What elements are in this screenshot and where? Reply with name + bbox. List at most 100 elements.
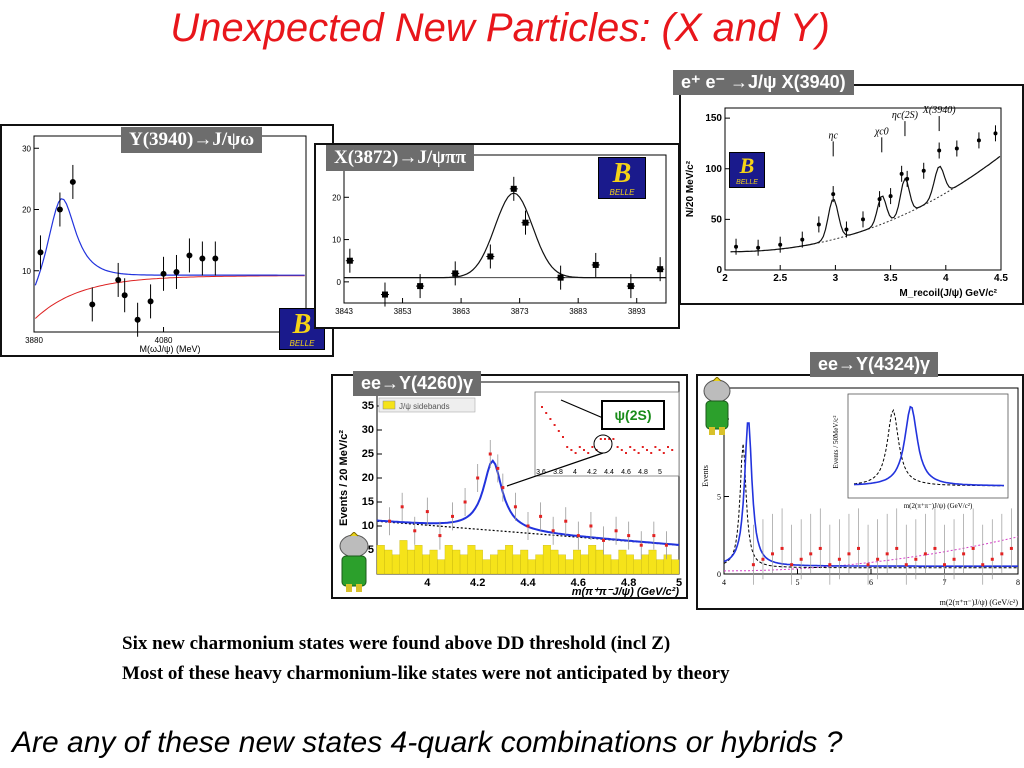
y-axis-label: N/20 MeV/c² [685,160,696,217]
inset-data-point [541,406,543,408]
data-point [199,255,206,262]
inset-tick-label: 3.6 [536,469,546,476]
data-point [602,538,605,542]
sideband-bar [505,545,514,575]
data-point [37,249,44,256]
x-tick-label: 4080 [155,336,173,345]
y-tick-label: 20 [22,206,31,215]
x-axis-label: M_recoil(J/ψ) GeV/c² [899,288,997,299]
y-tick-label: 0 [716,265,722,276]
data-point [539,514,543,518]
sideband-bar [558,554,566,575]
data-point [888,194,893,199]
data-point [614,529,618,533]
data-point [160,270,167,277]
data-point [134,316,141,323]
plot-frame [343,154,667,304]
inset-data-point [570,449,573,451]
inset-data-point [629,446,632,448]
sideband-bar [429,549,438,575]
y-tick-label: 35 [362,400,374,412]
sideband-bar [625,554,634,575]
data-point [790,563,794,567]
plot-frame [33,135,307,333]
callout-arrow [506,452,604,487]
data-point [1009,546,1013,550]
data-point [592,261,599,268]
data-point [147,298,154,305]
y-tick-label: 30 [22,144,31,153]
y-tick-label: 30 [362,424,374,436]
sideband-bar [474,549,483,575]
inset-data-point [658,449,661,451]
data-point [576,534,580,538]
data-point [657,266,664,273]
x-tick-label: 3 [833,273,839,284]
belle-logo: B BELLE [279,308,325,350]
data-point [388,519,392,523]
sideband-bar [520,549,529,575]
callout-arrow [560,399,604,419]
x-axis-label: m(2(π⁺π⁻)J/ψ) (GeV/c²) [940,598,1019,607]
y3940-panel: 388040804280102030M(ωJ/ψ) (MeV) B BELLE [0,124,334,357]
sideband-bar [573,549,582,575]
data-point [425,510,429,514]
data-point [664,543,668,547]
sideband-bar [399,540,408,575]
sideband-bar [633,559,642,575]
sideband-bar [610,559,619,575]
x-tick-label: 4.4 [520,577,536,589]
x3940-chart: 2 2.5 3 3.5 4 4.5 0 50 100 150 N/20 MeV/c² M_recoil… [685,105,1008,299]
x-tick-label: 3883 [569,307,587,316]
signal-fit-line [34,198,305,286]
y-tick-label: 15 [362,496,374,508]
psi2s-callout: ψ(2S) [601,400,665,430]
x3872-label: X(3872)→J/ψππ [326,145,475,171]
data-point [381,291,388,298]
data-point [639,543,643,547]
inset-tick-label: 4 [573,469,577,476]
sideband-bar [603,554,612,575]
data-point [1000,552,1004,556]
data-point [652,534,656,538]
data-point [877,197,882,202]
x3940-label: e⁺ e⁻ →J/ψ X(3940) [673,70,854,95]
data-point [954,146,959,151]
x-tick-label: 3863 [452,307,470,316]
inset-tick-label: 4.2 [587,469,597,476]
sideband-bar [391,554,400,575]
data-point [589,524,593,528]
sideband-bar [648,549,657,575]
inset-data-point [604,438,606,440]
y-tick-label: 10 [22,267,31,276]
x-axis-label: M(ωJ/ψ) (MeV) [140,344,201,354]
inset-tick-label: 5 [658,469,662,476]
x3872-panel: 3843 3853 3863 3873 3883 3893 0 10 20 B BELLE [314,143,680,329]
y-axis-label: Events [701,465,710,487]
data-point [557,274,564,281]
x-tick-label: 4.5 [994,273,1008,284]
data-point [952,557,956,561]
inset-data-point [553,424,556,426]
sideband-bar [618,549,627,575]
data-point [885,552,889,556]
inset-data-point [637,452,640,454]
closing-question: Are any of these new states 4-quark comb… [12,726,843,759]
background-fit-line [730,156,1001,253]
data-point [904,563,908,567]
inset-data-point [654,446,657,448]
sideband-bar [452,549,461,575]
x-tick-label: 3853 [394,307,412,316]
sideband-bar [376,545,385,575]
legend-swatch [382,400,396,410]
inset-data-point [587,452,590,454]
data-point [413,529,417,533]
inset-data-point [545,412,548,414]
x-tick-label: 3843 [335,307,353,316]
y-tick-label: 20 [362,472,374,484]
x3872-chart: 3843 3853 3863 3873 3883 3893 0 10 20 [332,154,667,316]
data-point [452,270,459,277]
sideband-bar [459,554,468,575]
x3940-panel: 2 2.5 3 3.5 4 4.5 0 50 100 150 N/20 MeV/c² M_recoil… [679,84,1024,305]
data-point [899,171,904,176]
